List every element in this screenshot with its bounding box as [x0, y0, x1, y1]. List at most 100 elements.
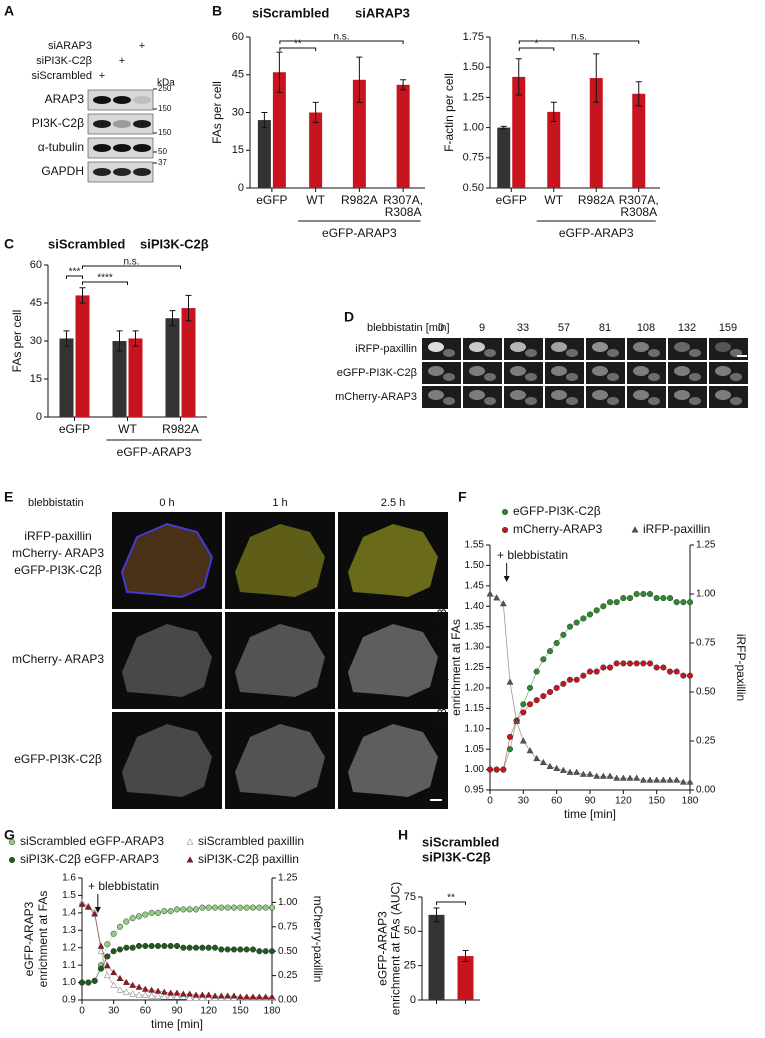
marker [148, 992, 156, 999]
tile-blob [689, 397, 701, 405]
marker [192, 906, 200, 913]
tile-blob [428, 342, 444, 352]
marker [262, 904, 269, 911]
tile-blob [730, 373, 742, 381]
legend-marker [8, 856, 16, 864]
text-line: enrichment at FAs [449, 619, 463, 716]
marker [123, 944, 130, 951]
marker [686, 672, 694, 679]
text-line: R308A [385, 205, 422, 219]
marker [639, 776, 647, 783]
tile-blob [607, 397, 619, 405]
y-tick-label: 60 [30, 259, 42, 271]
marker [580, 672, 587, 679]
marker [573, 768, 581, 775]
marker [110, 981, 118, 988]
x-tick-label: 60 [140, 1006, 152, 1017]
tile-blob [469, 390, 485, 400]
marker [520, 709, 527, 716]
error-bar [261, 112, 268, 129]
y-tick-label: 1.4 [62, 907, 76, 918]
marker [633, 590, 640, 598]
marker [160, 988, 168, 995]
y-tick-label: 1.05 [465, 744, 485, 755]
legend-entry: siScrambled [48, 236, 125, 251]
x-tick-label: R307A, R308A [619, 193, 659, 219]
y-tick-label: 0.9 [62, 995, 76, 1006]
timelapse-time: 33 [517, 322, 529, 334]
text-line: eGFP-ARAP3 [376, 911, 390, 986]
marker [560, 631, 567, 638]
marker [85, 979, 92, 986]
tile-blob [689, 349, 701, 357]
cell [235, 624, 325, 697]
legend-entry: mCherry-ARAP3 [513, 522, 603, 536]
x-tick-label: 90 [171, 1006, 183, 1017]
y-tick-label: 30 [30, 335, 42, 347]
x-tick-label: R307A, R308A [383, 193, 423, 219]
y2-tick-label: 1.00 [278, 897, 298, 908]
marker [560, 680, 567, 687]
marker [148, 942, 155, 950]
group-label: eGFP-ARAP3 [117, 445, 192, 459]
marker [167, 989, 175, 996]
marker [540, 693, 547, 700]
bar [272, 72, 286, 188]
marker-label: 37 [158, 158, 167, 167]
tile-blob [566, 397, 578, 405]
error-bar [356, 56, 363, 103]
bar [457, 956, 474, 1000]
marker [160, 993, 168, 1000]
marker [519, 737, 527, 744]
marker [205, 904, 212, 911]
bar [396, 84, 410, 188]
marker [186, 906, 193, 913]
marker [653, 595, 660, 602]
marker [540, 656, 547, 663]
x-axis-label: time [min] [564, 807, 616, 821]
significance-label: n.s. [333, 32, 349, 43]
y-axis-label: F-actin per cell [442, 73, 456, 152]
marker [606, 664, 614, 671]
marker [673, 599, 680, 606]
marker [553, 684, 560, 691]
significance-bracket [279, 47, 317, 51]
x-tick-label: 30 [518, 796, 530, 807]
annotation: + blebbistatin [88, 879, 159, 893]
marker [640, 590, 647, 598]
tile-blob [592, 342, 608, 352]
y2-tick-label: 1.00 [696, 589, 716, 600]
blot-band [113, 96, 131, 104]
marker [533, 668, 540, 675]
marker [129, 990, 137, 997]
marker [122, 988, 130, 995]
marker [78, 900, 86, 907]
y2-axis-label: mCherry-paxillin [311, 896, 325, 983]
significance-label: n.s. [571, 32, 587, 43]
tile-blob [428, 390, 444, 400]
tile-blob [648, 397, 660, 405]
error-bar [169, 310, 176, 327]
y-tick-label: 1.30 [465, 642, 485, 653]
tile-blob [525, 349, 537, 357]
marker [205, 991, 213, 998]
annotation: + blebbistatin [497, 548, 568, 562]
marker [613, 660, 620, 667]
y-tick-label: 1.40 [465, 601, 485, 612]
marker [653, 664, 660, 671]
marker [180, 944, 187, 951]
y-tick-label: 1.0 [62, 977, 76, 988]
tile-blob [689, 373, 701, 381]
micrograph-label: blebbistatin [28, 497, 84, 509]
marker [660, 595, 667, 602]
marker [236, 993, 244, 1000]
cell [348, 724, 438, 797]
significance-label: *** [69, 267, 81, 278]
marker [486, 590, 494, 597]
y-axis-label: PI3K-C2β and ARAP3enrichment at FAs [435, 608, 463, 726]
group-label: eGFP-ARAP3 [559, 226, 634, 240]
marker [606, 772, 614, 779]
timelapse-time: 108 [637, 322, 655, 334]
y-tick-label: 1.5 [62, 890, 76, 901]
